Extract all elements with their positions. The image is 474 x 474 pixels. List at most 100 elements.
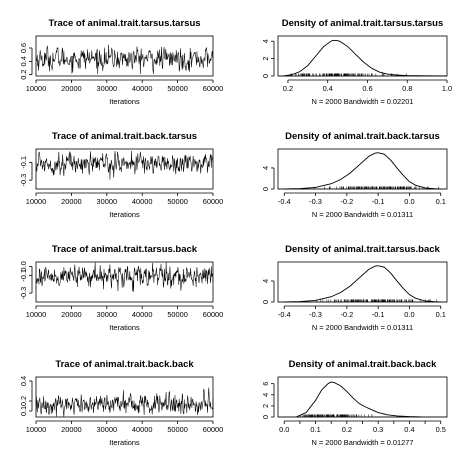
plot-frame	[277, 35, 448, 77]
plot-frame	[35, 148, 214, 190]
density-curve	[284, 265, 441, 303]
trace-line	[35, 151, 214, 180]
y-tick-label: 4	[261, 279, 270, 283]
x-tick-label: 50000	[167, 197, 188, 206]
x-tick-label: -0.4	[278, 197, 291, 206]
density-curve	[284, 152, 441, 190]
trace-line	[35, 262, 214, 292]
density-panel-3: Density of animal.trait.tarsus.back -0.4 -…	[261, 244, 448, 332]
rug	[290, 73, 407, 76]
x-tick-label: 10000	[26, 310, 47, 319]
y-tick-label: 2	[261, 404, 270, 408]
y-tick-label: 4	[261, 393, 270, 397]
x-tick-label: 50000	[167, 84, 188, 93]
x-tick-label: 20000	[61, 84, 82, 93]
x-tick-label: 30000	[97, 425, 118, 434]
x-tick-label: -0.1	[372, 310, 385, 319]
x-axis-label: Iterations	[109, 323, 140, 332]
x-tick-label: 0.2	[283, 84, 293, 93]
x-tick-label: 0.1	[436, 197, 446, 206]
x-tick-label: 0.1	[310, 425, 320, 434]
x-axis-label: Iterations	[109, 438, 140, 447]
y-tick-label: 0.1	[19, 406, 28, 416]
x-tick-label: 60000	[203, 310, 224, 319]
y-tick-label: 0.6	[19, 43, 28, 53]
x-tick-label: -0.3	[309, 310, 322, 319]
x-tick-label: 0.1	[436, 310, 446, 319]
x-tick-label: -0.2	[340, 310, 353, 319]
x-tick-label: -0.2	[340, 197, 353, 206]
x-tick-label: 20000	[61, 425, 82, 434]
density-panel-2: Density of animal.trait.back.tarsus -0.4 -…	[261, 131, 448, 219]
x-axis-label: Iterations	[109, 210, 140, 219]
trace-line	[35, 44, 214, 75]
trace-panel-4: Trace of animal.trait.back.back 10000 2000…	[19, 359, 223, 447]
x-tick-label: 0.6	[362, 84, 372, 93]
panel-title: Density of animal.trait.back.tarsus	[285, 131, 440, 142]
plot-frame	[277, 148, 448, 190]
x-tick-label: 0.2	[342, 425, 352, 434]
x-tick-label: -0.4	[278, 310, 291, 319]
x-tick-label: 0.5	[436, 425, 446, 434]
panel-title: Trace of animal.trait.back.back	[55, 359, 194, 370]
y-tick-label: 4	[261, 166, 270, 170]
y-tick-label: 6	[261, 382, 270, 386]
y-tick-label: 0.2	[19, 70, 28, 80]
x-tick-label: 30000	[97, 310, 118, 319]
plot-frame	[277, 376, 448, 418]
x-tick-label: 40000	[132, 84, 153, 93]
panel-title: Density of animal.trait.tarsus.tarsus	[282, 18, 444, 29]
x-tick-label: 10000	[26, 197, 47, 206]
x-tick-label: 20000	[61, 310, 82, 319]
y-tick-label: 0	[261, 187, 270, 191]
x-tick-label: -0.3	[309, 197, 322, 206]
x-tick-label: 0.4	[404, 425, 414, 434]
panel-title: Density of animal.trait.back.back	[289, 359, 438, 370]
density-caption: N = 2000 Bandwidth = 0.02201	[312, 97, 414, 106]
plot-frame	[35, 261, 214, 303]
x-tick-label: 0.4	[323, 84, 333, 93]
plot-frame	[277, 261, 448, 303]
density-panel-1: Density of animal.trait.tarsus.tarsus 0.2…	[261, 18, 452, 106]
plot-frame	[35, 35, 214, 77]
y-tick-label: 0	[261, 300, 270, 304]
x-tick-label: 30000	[97, 84, 118, 93]
y-tick-label: 0.4	[19, 56, 28, 66]
panel-title: Trace of animal.trait.tarsus.back	[52, 244, 198, 255]
x-tick-label: 10000	[26, 425, 47, 434]
rug	[300, 414, 373, 417]
y-tick-label: 0	[261, 74, 270, 78]
x-tick-label: 20000	[61, 197, 82, 206]
y-tick-label: -0.3	[19, 174, 28, 187]
x-tick-label: 40000	[132, 310, 153, 319]
y-tick-label: 0.2	[19, 396, 28, 406]
x-tick-label: 10000	[26, 84, 47, 93]
x-tick-label: 1.0	[442, 84, 452, 93]
trace-panel-1: Trace of animal.trait.tarsus.tarsus 10000…	[19, 18, 223, 106]
x-tick-label: 0.0	[404, 197, 414, 206]
x-tick-label: 60000	[203, 197, 224, 206]
y-tick-label: 0.4	[19, 376, 28, 386]
x-tick-label: 0.8	[402, 84, 412, 93]
x-tick-label: 50000	[167, 425, 188, 434]
y-tick-label: 0.0	[19, 261, 28, 271]
density-curve	[283, 39, 448, 77]
trace-panel-3: Trace of animal.trait.tarsus.back 10000 20…	[19, 244, 223, 332]
y-tick-label: 0	[261, 415, 270, 419]
panel-title: Trace of animal.trait.back.tarsus	[52, 131, 197, 142]
density-panel-4: Density of animal.trait.back.back 0.0 0.1 0…	[261, 359, 448, 447]
x-tick-label: 0.0	[404, 310, 414, 319]
y-tick-label: -0.1	[19, 269, 28, 282]
x-tick-label: -0.1	[372, 197, 385, 206]
y-tick-label: -0.1	[19, 156, 28, 169]
rug	[313, 186, 439, 189]
x-tick-label: 40000	[132, 197, 153, 206]
x-tick-label: 0.0	[279, 425, 289, 434]
y-tick-label: -0.3	[19, 287, 28, 300]
x-tick-label: 60000	[203, 425, 224, 434]
density-caption: N = 2000 Bandwidth = 0.01311	[312, 210, 413, 219]
y-tick-label: 2	[261, 57, 270, 61]
x-tick-label: 30000	[97, 197, 118, 206]
rug	[315, 299, 437, 302]
